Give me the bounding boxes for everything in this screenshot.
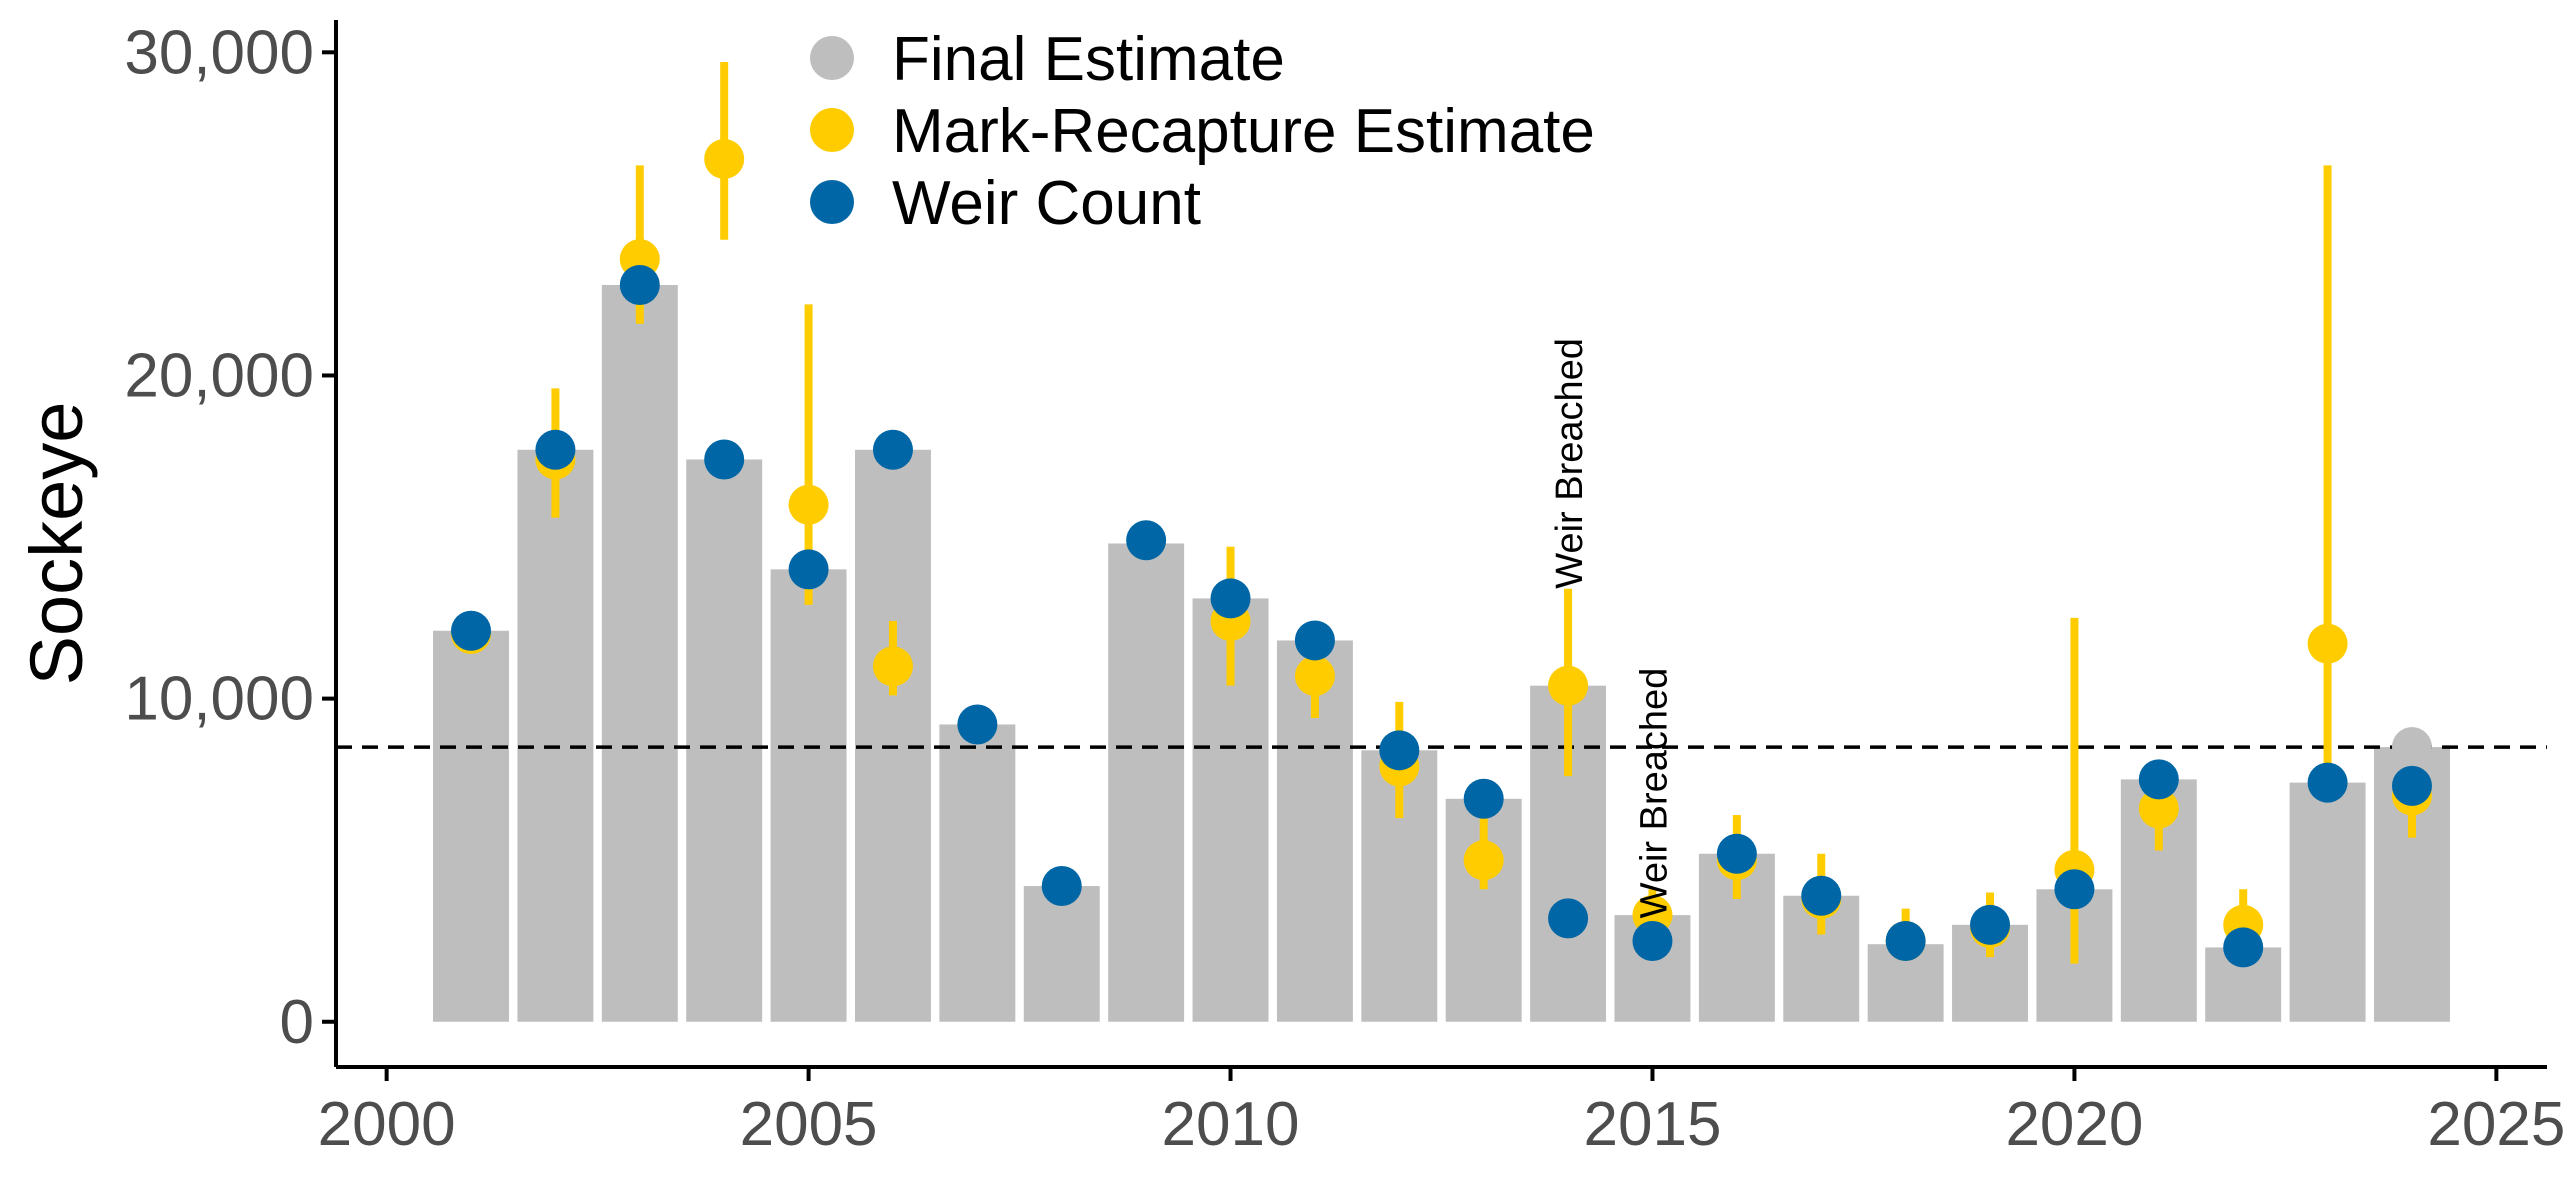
point-weir-count-2022 [2223, 927, 2264, 968]
point-weir-count-2008 [1041, 866, 1082, 907]
point-mark-recapture-2013 [1463, 840, 1504, 881]
point-mark-recapture-2004 [704, 138, 745, 179]
annotations-layer: Weir Breached Weir Breached [1549, 338, 1675, 918]
bar-final-estimate-2005 [770, 569, 847, 1022]
point-weir-count-2019 [1970, 904, 2011, 945]
y-tick-label-0: 0 [280, 988, 314, 1057]
bar-final-estimate-2008 [1023, 886, 1100, 1022]
bar-final-estimate-2003 [601, 284, 678, 1022]
point-final-estimate-2024 [2391, 727, 2432, 768]
point-weir-count-2007 [957, 704, 998, 745]
legend-swatch-0 [810, 36, 854, 80]
legend-label-0: Final Estimate [892, 25, 1285, 94]
x-tick-label-2015: 2015 [1584, 1090, 1722, 1159]
x-tick-label-2020: 2020 [2005, 1090, 2143, 1159]
point-weir-count-2012 [1379, 730, 1420, 771]
bar-final-estimate-2006 [854, 449, 931, 1022]
point-weir-count-2001 [451, 610, 492, 651]
x-tick-label-2000: 2000 [318, 1090, 456, 1159]
y-tick-label-30000: 30,000 [124, 18, 314, 87]
point-weir-count-2006 [872, 429, 913, 470]
point-weir-count-2023 [2307, 762, 2348, 803]
annotation-weir-breached-2014: Weir Breached [1549, 338, 1591, 589]
bar-final-estimate-2009 [1108, 543, 1185, 1022]
point-weir-count-2004 [704, 439, 745, 480]
bar-final-estimate-2002 [517, 449, 594, 1022]
point-weir-count-2002 [535, 429, 576, 470]
legend-label-1: Mark-Recapture Estimate [892, 97, 1595, 166]
point-weir-count-2015 [1632, 920, 1673, 961]
y-axis-title: Sockeye [15, 402, 98, 686]
point-mark-recapture-2021 [2138, 788, 2179, 829]
point-weir-count-2011 [1294, 620, 1335, 661]
point-mark-recapture-2006 [872, 646, 913, 687]
point-mark-recapture-2011 [1294, 655, 1335, 696]
point-weir-count-2014 [1548, 898, 1589, 939]
point-weir-count-2010 [1210, 578, 1251, 619]
point-weir-count-2017 [1801, 875, 1842, 916]
point-mark-recapture-2005 [788, 484, 829, 525]
legend-swatch-1 [810, 108, 854, 152]
axes-layer: 0 10,000 20,000 30,000 2000 2005 2010 2015 2020 2… [15, 18, 2565, 1159]
point-weir-count-2024 [2391, 765, 2432, 806]
bar-final-estimate-2001 [433, 630, 509, 1022]
point-weir-count-2005 [788, 549, 829, 590]
legend-label-2: Weir Count [892, 169, 1201, 238]
point-weir-count-2021 [2138, 759, 2179, 800]
x-tick-label-2025: 2025 [2427, 1090, 2565, 1159]
bar-final-estimate-2023 [2289, 782, 2366, 1022]
points-layer [451, 138, 2432, 968]
x-tick-label-2005: 2005 [740, 1090, 878, 1159]
point-weir-count-2003 [619, 264, 660, 305]
y-tick-label-20000: 20,000 [124, 341, 314, 410]
point-weir-count-2009 [1126, 520, 1167, 561]
y-tick-label-10000: 10,000 [124, 665, 314, 734]
bar-final-estimate-2007 [939, 724, 1016, 1022]
point-weir-count-2013 [1463, 778, 1504, 819]
point-weir-count-2016 [1716, 833, 1757, 874]
point-weir-count-2020 [2054, 869, 2095, 910]
bar-final-estimate-2004 [686, 459, 763, 1022]
bars-layer [433, 284, 2450, 1022]
annotation-weir-breached-2015: Weir Breached [1633, 668, 1675, 919]
point-mark-recapture-2023 [2307, 623, 2348, 664]
point-mark-recapture-2014 [1548, 665, 1589, 706]
legend-swatch-2 [810, 180, 854, 224]
x-tick-label-2010: 2010 [1162, 1090, 1300, 1159]
point-weir-count-2018 [1885, 920, 1926, 961]
